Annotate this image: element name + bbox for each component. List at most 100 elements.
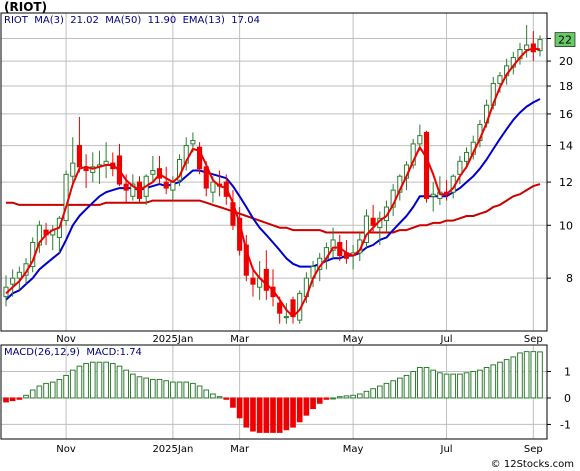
candle-body xyxy=(150,170,156,175)
candle-body xyxy=(210,181,216,193)
ma50-line xyxy=(6,183,541,234)
macd-bar xyxy=(83,363,89,399)
candle xyxy=(83,154,89,189)
candle-body xyxy=(370,217,376,226)
candle-body xyxy=(330,239,336,251)
macd-bar xyxy=(290,397,296,428)
candle-body xyxy=(70,162,76,177)
x-tick-label: Nov xyxy=(56,334,76,345)
candle xyxy=(250,266,256,297)
macd-bar xyxy=(510,356,517,399)
macd-bar xyxy=(163,380,170,399)
macd-bar xyxy=(29,389,36,399)
candle xyxy=(10,269,16,297)
candle xyxy=(70,137,76,187)
macd-bar xyxy=(270,397,276,433)
price-tick-label: 8 xyxy=(566,272,573,285)
candle-body xyxy=(123,183,129,191)
macd-bar xyxy=(330,397,336,400)
macd-bar xyxy=(437,372,443,399)
candle-body xyxy=(250,277,256,285)
macd-bar xyxy=(243,397,250,428)
macd-bar xyxy=(457,373,463,399)
candle-body xyxy=(130,183,136,197)
macd-x-tick-label: Nov xyxy=(56,444,76,455)
macd-bar xyxy=(190,382,196,399)
candle-body xyxy=(277,302,283,314)
candle xyxy=(430,182,436,212)
candle xyxy=(163,166,169,195)
candle xyxy=(263,250,269,300)
candle-body xyxy=(16,271,22,279)
macd-bar xyxy=(16,397,23,400)
macd-tick-label: 0 xyxy=(564,392,571,405)
macd-bar xyxy=(430,369,437,399)
legend-ma3: MA(3) xyxy=(34,15,64,26)
macd-bar xyxy=(370,388,376,399)
price-tick-label: 10 xyxy=(559,219,573,232)
macd-bar xyxy=(390,380,396,399)
last-price-box xyxy=(554,32,576,47)
candle xyxy=(63,170,69,226)
candle xyxy=(150,155,156,183)
macd-bar xyxy=(497,361,503,399)
candle-body xyxy=(283,316,289,319)
legend-ma50-value: 11.90 xyxy=(147,15,177,26)
macd-bar xyxy=(203,389,210,399)
candle xyxy=(217,170,223,197)
chart-title: (RIOT) xyxy=(4,0,48,14)
candle-body xyxy=(363,215,370,243)
macd-bar xyxy=(49,381,56,399)
macd-bar xyxy=(263,397,270,433)
price-tick-label: 18 xyxy=(559,80,573,93)
macd-bar xyxy=(517,352,523,399)
macd-bar xyxy=(356,393,363,399)
candle-body xyxy=(83,168,89,172)
macd-bar xyxy=(216,396,223,399)
macd-bar xyxy=(23,394,29,399)
candle-body xyxy=(537,39,543,52)
macd-bar xyxy=(236,397,243,419)
macd-bar xyxy=(43,382,49,399)
legend-ticker: RIOT xyxy=(4,15,28,26)
macd-bar xyxy=(76,365,83,399)
macd-bar xyxy=(250,397,256,432)
macd-bar xyxy=(103,361,109,399)
candle-body xyxy=(417,135,423,145)
macd-bar xyxy=(503,359,510,399)
legend-ma3-value: 21.02 xyxy=(70,15,99,26)
macd-legend: MACD(26,12,9) MACD:1.74 xyxy=(4,347,142,358)
macd-bar xyxy=(123,369,129,399)
ema13-line xyxy=(5,98,541,301)
candle xyxy=(156,155,163,185)
macd-x-tick-label: May xyxy=(343,444,364,455)
macd-bar xyxy=(350,394,356,399)
candle-body xyxy=(243,244,249,276)
macd-bar xyxy=(537,351,543,399)
macd-bar xyxy=(310,397,316,410)
macd-bar xyxy=(276,397,283,433)
macd-bar xyxy=(183,381,190,399)
macd-bar xyxy=(150,378,156,399)
macd-bar xyxy=(96,361,103,399)
macd-tick-label: -1 xyxy=(560,418,571,431)
macd-bar xyxy=(69,369,76,399)
macd-bar xyxy=(210,393,216,399)
x-tick-label: May xyxy=(343,334,364,345)
watermark: © 12Stocks.com xyxy=(490,459,574,470)
candle xyxy=(363,209,370,248)
macd-bar xyxy=(443,373,450,399)
macd-legend-label: MACD(26,12,9) xyxy=(4,347,80,358)
macd-bar xyxy=(336,396,343,399)
candle xyxy=(116,143,123,187)
macd-x-tick-label: Mar xyxy=(230,444,250,455)
macd-bar xyxy=(470,370,477,399)
macd-bar xyxy=(417,367,423,399)
macd-bar xyxy=(376,385,383,399)
candle-body xyxy=(197,146,203,170)
macd-bar xyxy=(343,395,350,399)
legend-ma50: MA(50) xyxy=(105,15,142,26)
price-panel-frame xyxy=(0,12,548,332)
macd-bar xyxy=(490,364,497,399)
candle-body xyxy=(263,268,269,291)
